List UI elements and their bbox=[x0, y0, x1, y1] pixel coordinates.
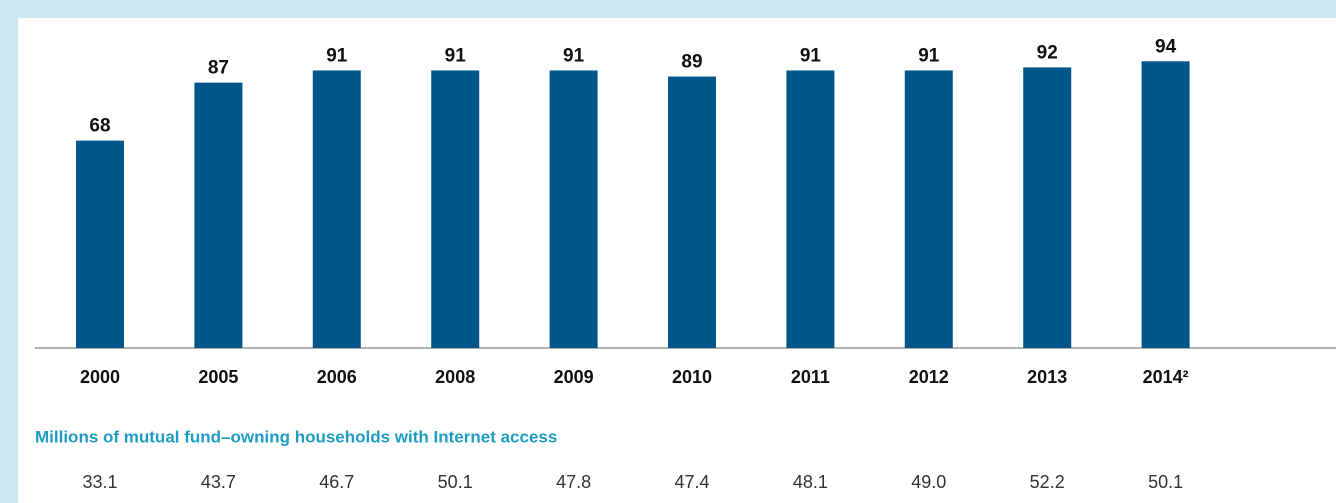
x-tick-label: 2005 bbox=[198, 367, 238, 387]
bar bbox=[431, 70, 480, 348]
data-label: 91 bbox=[326, 45, 348, 66]
table-value: 48.1 bbox=[793, 472, 828, 492]
data-label: 87 bbox=[208, 58, 229, 79]
table-value: 52.2 bbox=[1030, 472, 1065, 492]
data-label: 91 bbox=[918, 45, 940, 66]
data-label: 92 bbox=[1037, 42, 1058, 63]
bar bbox=[549, 70, 598, 348]
table-value: 46.7 bbox=[319, 472, 354, 492]
table-value: 50.1 bbox=[1148, 472, 1183, 492]
data-label: 91 bbox=[563, 45, 585, 66]
table-value: 47.4 bbox=[674, 472, 709, 492]
bar bbox=[1141, 61, 1190, 349]
table-value: 50.1 bbox=[438, 472, 473, 492]
data-label: 89 bbox=[681, 52, 702, 73]
data-label: 91 bbox=[445, 45, 467, 66]
x-tick-label: 2009 bbox=[554, 367, 594, 387]
x-tick-label: 2014² bbox=[1143, 367, 1189, 387]
bar bbox=[1023, 67, 1072, 349]
table-value: 49.0 bbox=[911, 472, 946, 492]
table-value: 47.8 bbox=[556, 472, 591, 492]
data-label: 94 bbox=[1155, 36, 1177, 57]
x-tick-label: 2013 bbox=[1027, 367, 1067, 387]
x-tick-label: 2008 bbox=[435, 367, 475, 387]
bar bbox=[668, 76, 716, 349]
bar bbox=[904, 70, 953, 348]
bar bbox=[312, 70, 361, 348]
bar bbox=[76, 140, 124, 348]
x-tick-label: 2012 bbox=[909, 367, 949, 387]
table-value: 33.1 bbox=[82, 472, 117, 492]
bar bbox=[194, 82, 243, 349]
x-tick-label: 2000 bbox=[80, 367, 120, 387]
data-label: 91 bbox=[800, 45, 822, 66]
x-tick-label: 2010 bbox=[672, 367, 712, 387]
bar bbox=[786, 70, 835, 348]
x-tick-label: 2006 bbox=[317, 367, 357, 387]
x-tick-label: 2011 bbox=[791, 367, 830, 387]
data-label: 68 bbox=[89, 116, 110, 137]
table-title: Millions of mutual fund–owning household… bbox=[35, 427, 557, 446]
table-value: 43.7 bbox=[201, 472, 236, 492]
